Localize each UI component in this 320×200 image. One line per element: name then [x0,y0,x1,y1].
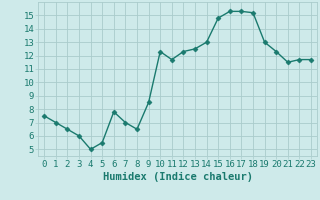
X-axis label: Humidex (Indice chaleur): Humidex (Indice chaleur) [103,172,252,182]
